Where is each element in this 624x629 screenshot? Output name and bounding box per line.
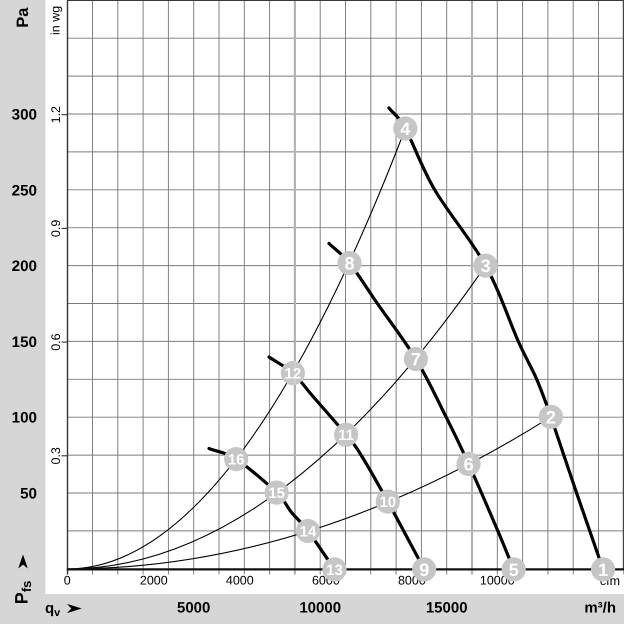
svg-text:m³/h: m³/h <box>584 600 616 617</box>
svg-text:7: 7 <box>411 349 421 369</box>
svg-text:13: 13 <box>326 562 343 579</box>
svg-text:5000: 5000 <box>177 600 210 617</box>
svg-text:0.3: 0.3 <box>49 447 63 464</box>
svg-text:0.6: 0.6 <box>49 333 63 350</box>
svg-text:11: 11 <box>338 427 354 444</box>
svg-text:50: 50 <box>20 485 37 502</box>
svg-text:15000: 15000 <box>426 600 468 617</box>
svg-text:4000: 4000 <box>226 574 254 588</box>
svg-text:3: 3 <box>481 256 491 276</box>
svg-text:9: 9 <box>419 560 429 580</box>
svg-text:1: 1 <box>598 560 608 580</box>
svg-text:14: 14 <box>300 523 317 540</box>
svg-text:10: 10 <box>379 494 396 511</box>
svg-text:300: 300 <box>12 106 37 123</box>
svg-text:250: 250 <box>12 182 37 199</box>
svg-text:16: 16 <box>228 452 245 469</box>
svg-text:200: 200 <box>12 258 37 275</box>
svg-text:15: 15 <box>268 485 285 502</box>
svg-text:2: 2 <box>546 407 556 427</box>
svg-text:100: 100 <box>12 410 37 427</box>
svg-text:12: 12 <box>285 366 302 383</box>
svg-text:0: 0 <box>64 574 71 588</box>
svg-text:2000: 2000 <box>140 574 168 588</box>
svg-text:1.2: 1.2 <box>49 106 63 123</box>
svg-text:Pa: Pa <box>14 7 32 28</box>
svg-text:6: 6 <box>464 454 474 474</box>
svg-text:0.9: 0.9 <box>49 220 63 237</box>
svg-text:in wg: in wg <box>49 6 63 35</box>
svg-text:5: 5 <box>509 560 519 580</box>
svg-text:10000: 10000 <box>299 600 341 617</box>
svg-text:4: 4 <box>400 119 410 139</box>
svg-text:150: 150 <box>12 334 37 351</box>
svg-text:8: 8 <box>344 254 354 274</box>
